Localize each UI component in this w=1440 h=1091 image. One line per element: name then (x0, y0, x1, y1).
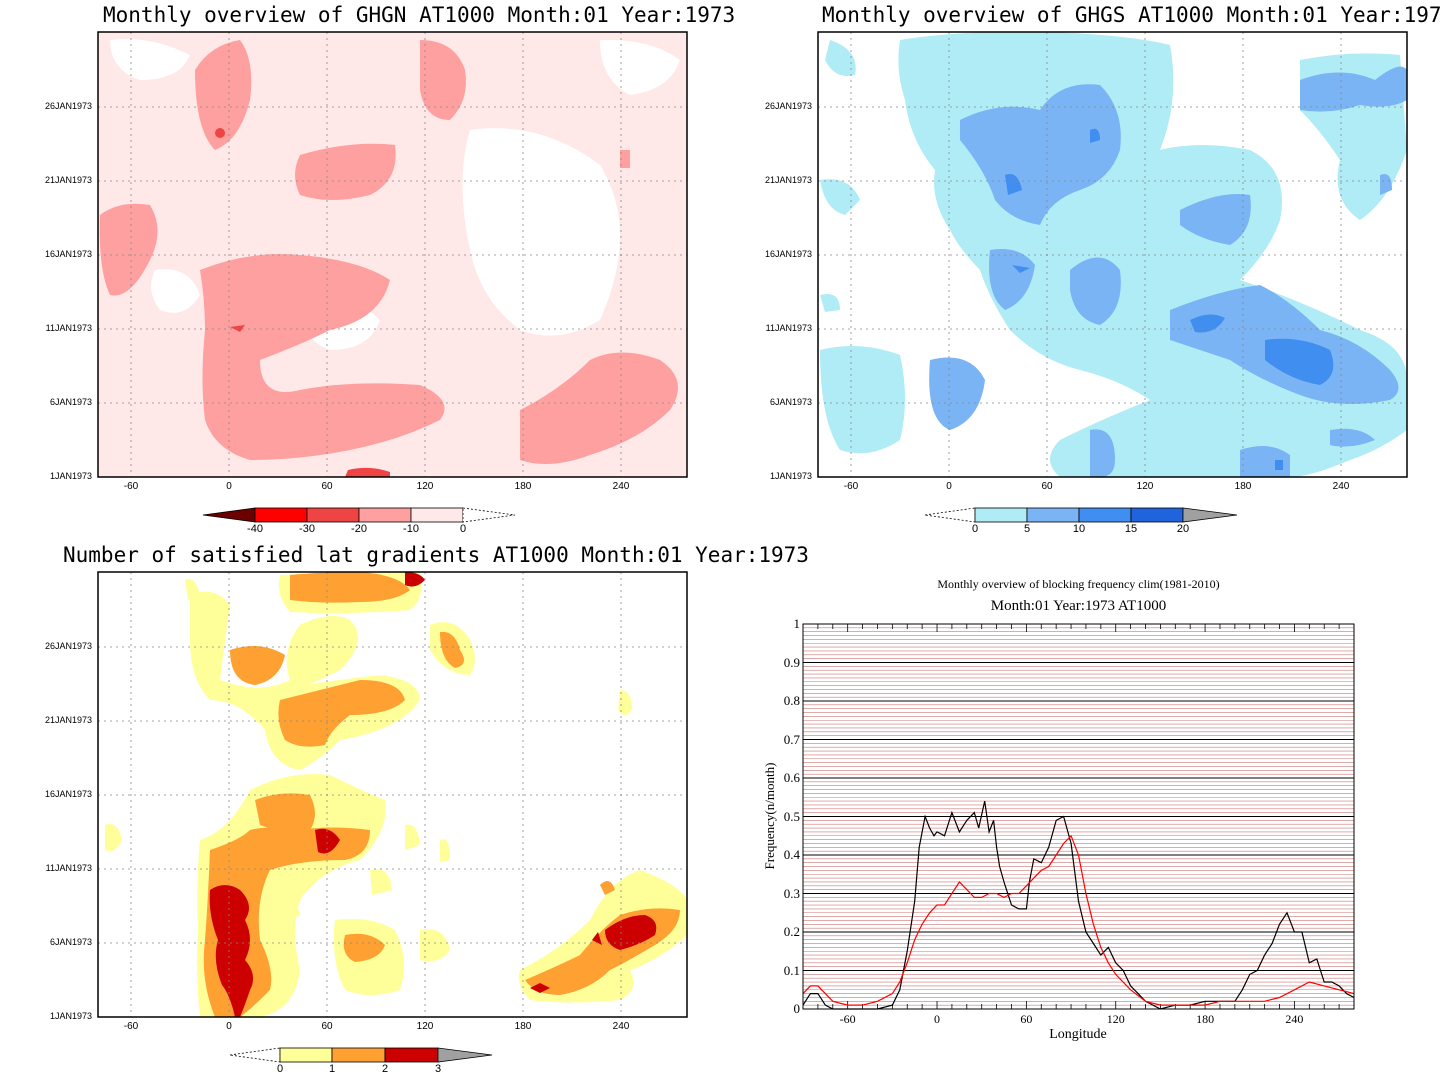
panel-2-ytick: 26JAN1973 (44, 641, 92, 651)
colorbar-c-label: 2 (381, 1063, 389, 1075)
panel-d-ytick: 0 (793, 1001, 801, 1016)
panel-d-plot (802, 623, 1355, 1010)
panel-b-colorbar (924, 507, 1238, 523)
panel-d-ytick: 0.8 (783, 693, 800, 708)
panel-0-ytick: 26JAN1973 (44, 101, 92, 111)
colorbar-c-label: 1 (328, 1063, 336, 1075)
panel-d-series-1 (802, 834, 1355, 1006)
panel-1-ytick: 6JAN1973 (769, 397, 812, 407)
panel-1-xtick: -60 (843, 481, 859, 492)
panel-1-ytick: 26JAN1973 (764, 101, 812, 111)
panel-d-xtick: 240 (1285, 1012, 1304, 1026)
panel-d-ytick: 0.1 (783, 962, 800, 978)
panel-2-xtick: 60 (321, 1021, 333, 1032)
panel-0-ytick: 6JAN1973 (49, 397, 92, 407)
panel-d-xtick: -60 (839, 1012, 856, 1026)
panel-2-ytick: 21JAN1973 (44, 715, 92, 725)
panel-0-xtick: 0 (226, 481, 232, 492)
panel-c-colorbar (229, 1047, 493, 1063)
panel-0-ytick: 1JAN1973 (49, 471, 92, 481)
panel-0-xtick: 120 (416, 481, 434, 492)
colorbar-a-label: -30 (299, 523, 315, 535)
panel-c-title: Number of satisfied lat gradients AT1000… (63, 543, 809, 567)
panel-d-ytick: 0.2 (783, 924, 800, 939)
panel-2-xtick: -60 (123, 1021, 139, 1032)
panel-d-title: Monthly overview of blocking frequency c… (937, 577, 1220, 591)
panel-2-xtick: 240 (612, 1021, 630, 1032)
panel-1-ytick: 11JAN1973 (765, 323, 812, 333)
panel-1-xtick: 60 (1041, 481, 1053, 492)
colorbar-b-label: 20 (1176, 523, 1190, 535)
panel-d-ytick: 0.7 (783, 731, 800, 747)
panel-d-subtitle: Month:01 Year:1973 AT1000 (990, 598, 1167, 614)
panel-d-xtick: 120 (1106, 1012, 1125, 1026)
panel-2-ytick: 11JAN1973 (45, 863, 92, 873)
colorbar-a-label: 0 (459, 523, 467, 535)
panel-0-xtick: -60 (123, 481, 139, 492)
colorbar-b-label: 10 (1072, 523, 1086, 535)
panel-1-xtick: 120 (1136, 481, 1154, 492)
panel-2-ytick: 1JAN1973 (49, 1011, 92, 1021)
panel-1-ytick: 16JAN1973 (764, 249, 812, 259)
panel-0-ytick: 16JAN1973 (44, 249, 92, 259)
panel-d-series-0 (802, 800, 1355, 1010)
panel-d-ytick: 0.4 (783, 847, 800, 862)
colorbar-b-label: 15 (1124, 523, 1138, 535)
colorbar-c-label: 3 (434, 1063, 442, 1075)
panel-d-xlabel: Longitude (1049, 1027, 1107, 1042)
panel-2-xtick: 120 (416, 1021, 434, 1032)
panel-2-ytick: 6JAN1973 (49, 937, 92, 947)
panel-a-colorbar (202, 507, 516, 523)
colorbar-a-label: -40 (247, 523, 263, 535)
panel-1-xtick: 240 (1332, 481, 1350, 492)
panel-d-xtick: 0 (934, 1012, 941, 1026)
panel-d-ytick: 0.3 (783, 885, 800, 901)
panel-0-xtick: 240 (612, 481, 630, 492)
panel-2-xtick: 180 (514, 1021, 532, 1032)
panel-1-xtick: 180 (1234, 481, 1252, 492)
panel-d-ytick: 0.5 (783, 808, 800, 824)
panel-1-ytick: 1JAN1973 (769, 471, 812, 481)
panel-0-xtick: 60 (321, 481, 333, 492)
panel-0-xtick: 180 (514, 481, 532, 492)
panel-2-xtick: 0 (226, 1021, 232, 1032)
colorbar-a-label: -20 (351, 523, 367, 535)
panel-d-ytick: 0.6 (783, 770, 800, 785)
colorbar-a-label: -10 (403, 523, 419, 535)
panel-d-xtick: 60 (1020, 1012, 1033, 1026)
colorbar-b-label: 5 (1023, 523, 1031, 535)
panel-1-xtick: 0 (946, 481, 952, 492)
panel-0-ytick: 21JAN1973 (44, 175, 92, 185)
panel-d-ytick: 0.9 (783, 654, 800, 670)
panel-b-title: Monthly overview of GHGS AT1000 Month:01… (822, 3, 1440, 27)
panel-0-ytick: 11JAN1973 (45, 323, 92, 333)
colorbar-c-label: 0 (276, 1063, 284, 1075)
panel-a-title: Monthly overview of GHGN AT1000 Month:01… (103, 3, 736, 27)
colorbar-b-label: 0 (971, 523, 979, 535)
panel-1-ytick: 21JAN1973 (764, 175, 812, 185)
panel-2-ytick: 16JAN1973 (44, 789, 92, 799)
panel-d-xtick: 180 (1196, 1012, 1215, 1026)
panel-d-ytick: 1 (793, 616, 801, 631)
